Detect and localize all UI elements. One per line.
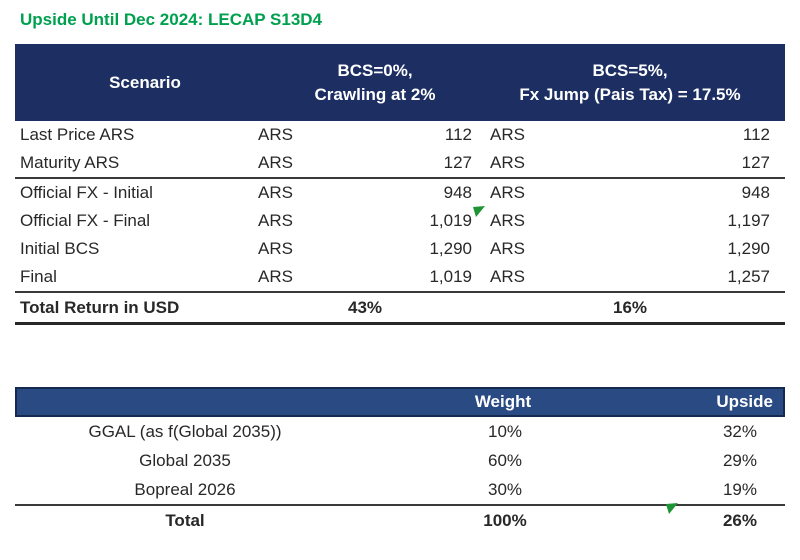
cell-value: 1,290 [429, 239, 472, 258]
cell-value: 1,019 [429, 211, 472, 230]
row-label: Maturity ARS [20, 153, 120, 172]
total-return-label: Total Return in USD [20, 297, 180, 317]
currency-label: ARS [258, 153, 293, 172]
total-return-row: Total Return in USD 43% 16% [15, 291, 785, 325]
row-label: Last Price ARS [20, 125, 135, 144]
page-title: Upside Until Dec 2024: LECAP S13D4 [20, 10, 323, 29]
currency-label: ARS [490, 183, 525, 202]
upside-value: 29% [722, 450, 757, 470]
weights-total-row: Total 100% 26% [15, 504, 785, 535]
weights-total-weight: 100% [483, 510, 527, 530]
header-bcs0-line2: Crawling at 2% [314, 84, 436, 104]
cell-value: 1,197 [727, 211, 770, 230]
currency-label: ARS [490, 153, 525, 172]
header-bcs0-line1: BCS=0%, [337, 60, 413, 80]
row-label: Initial BCS [20, 239, 100, 258]
cell-value: 127 [443, 153, 472, 172]
header-scenario: Scenario [15, 44, 275, 121]
table-row: Official FX - Final ARS 1,019 ARS 1,197 [15, 207, 785, 235]
header-bcs5-line2: Fx Jump (Pais Tax) = 17.5% [519, 84, 741, 104]
cell-value: 948 [443, 183, 472, 202]
row-label: Final [20, 267, 57, 286]
weights-total-upside: 26% [722, 510, 757, 530]
currency-label: ARS [490, 125, 525, 144]
header-upside: Upside [716, 392, 773, 411]
weights-total-label: Total [165, 510, 205, 530]
cell-value: 1,290 [727, 239, 770, 258]
table-row: Last Price ARS ARS 112 ARS 112 [15, 121, 785, 149]
upside-value: 19% [722, 479, 757, 499]
upside-value: 32% [722, 421, 757, 441]
currency-label: ARS [258, 267, 293, 286]
table-row: Official FX - Initial ARS 948 ARS 948 [15, 179, 785, 207]
total-return-bcs5: 16% [612, 297, 648, 317]
cell-value: 112 [444, 125, 472, 144]
header-bcs5: BCS=5%, Fx Jump (Pais Tax) = 17.5% [475, 44, 785, 121]
currency-label: ARS [258, 125, 293, 144]
scenario-table: Scenario BCS=0%, Crawling at 2% BCS=5%, … [15, 44, 785, 325]
currency-label: ARS [258, 183, 293, 202]
scenario-table-header: Scenario BCS=0%, Crawling at 2% BCS=5%, … [15, 44, 785, 121]
cell-value: 112 [742, 125, 770, 144]
table-row: Final ARS 1,019 ARS 1,257 [15, 263, 785, 291]
header-weight: Weight [474, 392, 532, 411]
weights-table-header: Weight Upside [15, 387, 785, 417]
currency-label: ARS [258, 211, 293, 230]
row-label: Official FX - Final [20, 211, 151, 230]
header-bcs0: BCS=0%, Crawling at 2% [275, 44, 475, 121]
table-row: Maturity ARS ARS 127 ARS 127 [15, 149, 785, 179]
weight-value: 10% [487, 421, 523, 441]
table-row: GGAL (as f(Global 2035)) 10% 32% [15, 417, 785, 446]
table-row: Global 2035 60% 29% [15, 446, 785, 475]
total-return-bcs0: 43% [347, 297, 383, 317]
table-row: Initial BCS ARS 1,290 ARS 1,290 [15, 235, 785, 263]
table-row: Bopreal 2026 30% 19% [15, 475, 785, 504]
cell-value: 1,257 [727, 267, 770, 286]
header-scenario-label: Scenario [109, 72, 181, 92]
currency-label: ARS [490, 239, 525, 258]
currency-label: ARS [490, 267, 525, 286]
asset-label: Bopreal 2026 [134, 479, 236, 499]
currency-label: ARS [490, 211, 525, 230]
green-corner-flag-icon [665, 503, 679, 515]
weight-value: 30% [487, 479, 523, 499]
row-label: Official FX - Initial [20, 183, 153, 202]
cell-value: 1,019 [429, 267, 472, 286]
green-corner-flag-icon [472, 206, 486, 218]
header-bcs5-line1: BCS=5%, [592, 60, 668, 80]
cell-value: 948 [741, 183, 770, 202]
asset-label: GGAL (as f(Global 2035)) [88, 421, 282, 441]
weight-value: 60% [487, 450, 523, 470]
cell-value: 127 [741, 153, 770, 172]
currency-label: ARS [258, 239, 293, 258]
asset-label: Global 2035 [139, 450, 231, 470]
weights-table: Weight Upside GGAL (as f(Global 2035)) 1… [15, 387, 785, 535]
